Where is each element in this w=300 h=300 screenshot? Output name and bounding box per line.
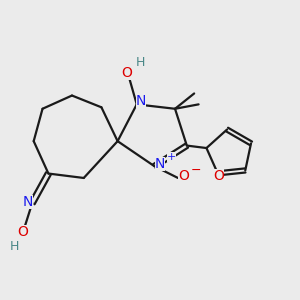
Text: O: O bbox=[121, 66, 132, 80]
Text: H: H bbox=[136, 56, 145, 69]
Text: O: O bbox=[178, 169, 189, 184]
Text: N: N bbox=[22, 194, 33, 208]
Text: +: + bbox=[167, 152, 176, 162]
Text: −: − bbox=[190, 164, 201, 177]
Text: N: N bbox=[136, 94, 146, 108]
Text: O: O bbox=[17, 225, 28, 239]
Text: H: H bbox=[10, 240, 19, 253]
Text: O: O bbox=[213, 169, 224, 183]
Text: N: N bbox=[154, 157, 165, 171]
